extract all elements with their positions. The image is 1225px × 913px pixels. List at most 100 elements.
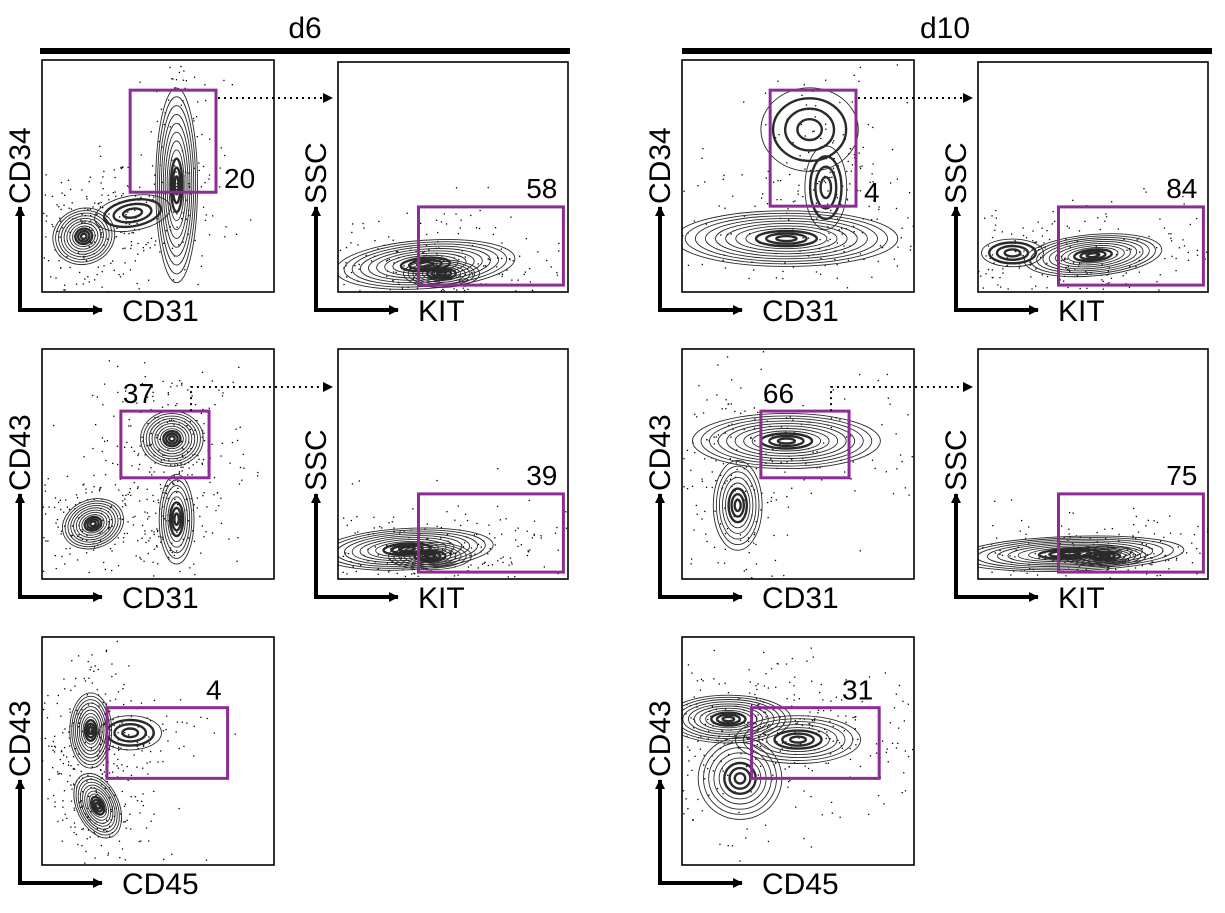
plot-d10-cd43-cd31: 66 CD31 CD43 [644, 348, 915, 615]
contours [338, 527, 494, 571]
plot-area [978, 188, 1208, 291]
contours [682, 87, 899, 267]
gate-percent: 37 [123, 378, 154, 409]
axis-arrows [655, 206, 743, 315]
x-axis-label: CD31 [762, 582, 839, 615]
x-axis-label: KIT [1058, 295, 1105, 328]
axis-arrows [311, 206, 399, 315]
x-axis-label: CD31 [762, 295, 839, 328]
gate-percent: 31 [842, 675, 873, 706]
gate-box [1057, 205, 1205, 287]
gate-percent: 58 [526, 173, 557, 204]
axis-arrows [15, 779, 103, 888]
gate-percent: 84 [1166, 173, 1197, 204]
column-title-d10: d10 [920, 12, 970, 45]
axis-arrows [951, 206, 1039, 315]
gate-percent: 39 [526, 460, 557, 491]
plot-frame [681, 348, 915, 580]
gate-connectors [190, 93, 973, 412]
contours [682, 694, 862, 820]
gate-box [417, 205, 565, 287]
plot-area [338, 186, 560, 292]
plot-area [978, 499, 1208, 579]
plot-frame [41, 59, 275, 293]
gate-percent: 4 [206, 675, 222, 706]
plot-d10-cd43-cd45: 31 CD45 CD43 [644, 636, 915, 901]
axis-arrows [655, 493, 743, 602]
axis-arrows [311, 493, 399, 602]
x-axis-label: KIT [1058, 582, 1105, 615]
column-bar-d6 [40, 48, 570, 54]
gate-percent: 4 [864, 177, 880, 208]
y-axis-label: CD34 [4, 127, 37, 204]
column-header-d6: d6 [40, 12, 570, 54]
contours [978, 535, 1185, 572]
gate-box [759, 409, 851, 480]
plot-d10-cd34-cd31: 4 CD31 CD34 [644, 59, 915, 328]
y-axis-label: CD43 [644, 700, 677, 777]
axis-arrows [655, 779, 743, 888]
y-axis-label: CD43 [4, 414, 37, 491]
contours [69, 692, 162, 839]
gate-box [128, 88, 218, 194]
plot-frame [337, 61, 569, 293]
contours [61, 410, 204, 565]
panels: 20 CD31 CD34 58 KIT SSC 37 CD31 CD43 39 KIT SSC 4 CD4… [4, 59, 1209, 901]
contours [691, 412, 881, 551]
event-dots [978, 188, 1208, 291]
gate-connector-arrow [190, 382, 333, 412]
plot-area [43, 65, 252, 292]
gate-percent: 66 [763, 378, 794, 409]
gate-percent: 75 [1166, 460, 1197, 491]
column-bar-d10 [682, 48, 1212, 54]
event-dots [683, 351, 913, 579]
plot-d6-cd34-cd31: 20 CD31 CD34 [4, 59, 275, 328]
contours [338, 239, 516, 290]
plot-area [42, 640, 236, 864]
plot-d6-ssc-kit-middle: 39 KIT SSC [300, 348, 569, 615]
gate-box [119, 409, 211, 480]
y-axis-label: SSC [300, 142, 333, 204]
contours [981, 233, 1163, 278]
axis-arrows [15, 493, 103, 602]
plot-area [338, 468, 567, 579]
column-title-d6: d6 [288, 12, 321, 45]
x-axis-label: CD45 [122, 868, 199, 901]
x-axis-label: KIT [418, 582, 465, 615]
plot-frame [681, 636, 915, 866]
gate-box [417, 492, 565, 574]
y-axis-label: SSC [940, 429, 973, 491]
y-axis-label: CD43 [4, 700, 37, 777]
gate-box [768, 88, 858, 208]
plot-d10-ssc-kit-top: 84 KIT SSC [940, 61, 1209, 328]
plot-d6-cd43-cd31: 37 CD31 CD43 [4, 348, 275, 615]
x-axis-label: CD31 [122, 295, 199, 328]
y-axis-label: SSC [940, 142, 973, 204]
gate-connector-arrow [830, 382, 973, 412]
plot-area [682, 64, 914, 292]
plot-d6-ssc-kit-top: 58 KIT SSC [300, 61, 569, 328]
gate-percent: 20 [224, 163, 255, 194]
x-axis-label: CD45 [762, 868, 839, 901]
plot-area [42, 360, 259, 579]
plot-frame [41, 348, 275, 580]
gate-box [105, 706, 230, 780]
plot-frame [681, 59, 915, 293]
plot-frame [337, 348, 569, 580]
y-axis-label: CD43 [644, 414, 677, 491]
column-header-d10: d10 [682, 12, 1212, 54]
gate-box [750, 706, 881, 780]
x-axis-label: KIT [418, 295, 465, 328]
plot-d6-cd43-cd45: 4 CD45 CD43 [4, 636, 275, 901]
plot-area [683, 351, 913, 579]
axis-arrows [951, 493, 1039, 602]
y-axis-label: SSC [300, 429, 333, 491]
plot-d10-ssc-kit-middle: 75 KIT SSC [940, 348, 1209, 615]
contours [52, 87, 198, 284]
x-axis-label: CD31 [122, 582, 199, 615]
gate-box [1057, 492, 1205, 574]
plot-area [682, 647, 914, 862]
plot-frame [977, 61, 1209, 293]
plot-frame [41, 636, 275, 866]
